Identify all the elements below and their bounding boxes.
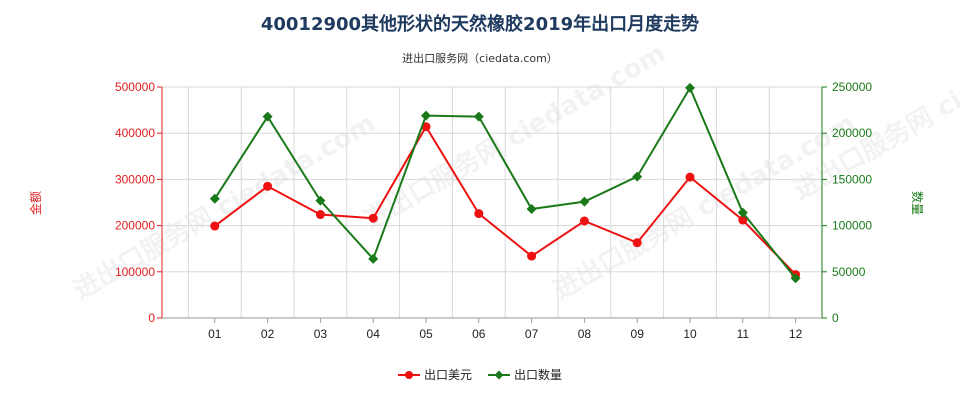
watermark-text: 进出口服务网 ciedata.com [789,8,960,206]
data-point-series-1 [579,216,589,226]
legend-label: 出口数量 [514,367,562,382]
data-point-series-1 [632,238,642,248]
data-point-series-1 [527,251,537,261]
data-point-series-2 [685,82,695,93]
x-axis-tick-label: 11 [737,327,750,341]
x-axis-tick-label: 09 [631,327,645,341]
x-axis-tick-label: 06 [472,327,486,341]
data-point-series-1 [368,213,378,223]
legend-swatch-marker [405,371,413,379]
data-point-series-1 [685,172,695,182]
right-axis-tick-label: 0 [832,311,839,325]
left-axis-tick-label: 300000 [115,172,155,186]
watermark-text: 进出口服务网 ciedata.com [549,108,861,306]
x-axis-tick-label: 04 [367,327,381,341]
left-axis-title: 金额 [28,191,43,215]
left-axis-tick-label: 500000 [115,80,155,94]
series-lines [209,82,801,284]
legend-label: 出口美元 [424,368,472,382]
left-axis-tick-label: 400000 [115,126,155,140]
left-axis-tick-label: 0 [148,311,155,325]
right-axis-tick-label: 100000 [832,219,872,233]
right-axis-tick-label: 200000 [832,126,872,140]
series-line-2 [213,85,797,279]
data-point-series-2 [262,111,273,122]
x-axis-tick-label: 12 [789,327,803,341]
data-point-series-2 [209,193,220,204]
right-axis-title: 数量 [910,191,925,215]
left-axis-tick-label: 100000 [115,265,155,279]
right-axis-tick-label: 150000 [832,172,872,186]
data-point-series-2 [473,111,484,122]
data-point-series-2 [790,273,801,284]
left-axis-tick-label: 200000 [115,219,155,233]
right-axis-tick-label: 250000 [832,80,872,94]
x-axis-tick-label: 02 [261,327,275,341]
data-point-series-2 [368,253,379,264]
data-point-series-2 [737,207,748,218]
data-point-series-2 [315,195,326,206]
x-axis-tick-label: 05 [419,327,433,341]
chart-subtitle: 进出口服务网（ciedata.com） [402,52,558,65]
legend[interactable]: 出口美元 出口数量 [398,367,562,382]
right-axis-tick-label: 50000 [832,265,866,279]
x-axis-tick-label: 10 [683,327,697,341]
x-axis-tick-label: 08 [578,327,592,341]
data-point-series-1 [315,210,325,220]
series-line-1 [214,124,797,276]
x-axis-tick-label: 07 [525,327,539,341]
legend-swatch-marker [494,370,504,380]
data-point-series-1 [210,221,220,231]
data-point-series-1 [738,215,748,225]
data-point-series-1 [263,181,273,191]
watermark-text: 进出口服务网 ciedata.com [359,38,671,236]
data-point-series-1 [474,209,484,219]
data-point-series-2 [632,171,643,182]
axes: 0100000200000300000400000500000050000100… [28,80,925,341]
data-point-series-2 [526,203,537,214]
data-point-series-2 [579,196,590,207]
x-axis-tick-label: 01 [208,327,222,341]
data-point-series-2 [421,110,431,121]
x-axis-tick-label: 03 [314,327,328,341]
chart-title: 40012900其他形状的天然橡胶2019年出口月度走势 [260,14,700,35]
